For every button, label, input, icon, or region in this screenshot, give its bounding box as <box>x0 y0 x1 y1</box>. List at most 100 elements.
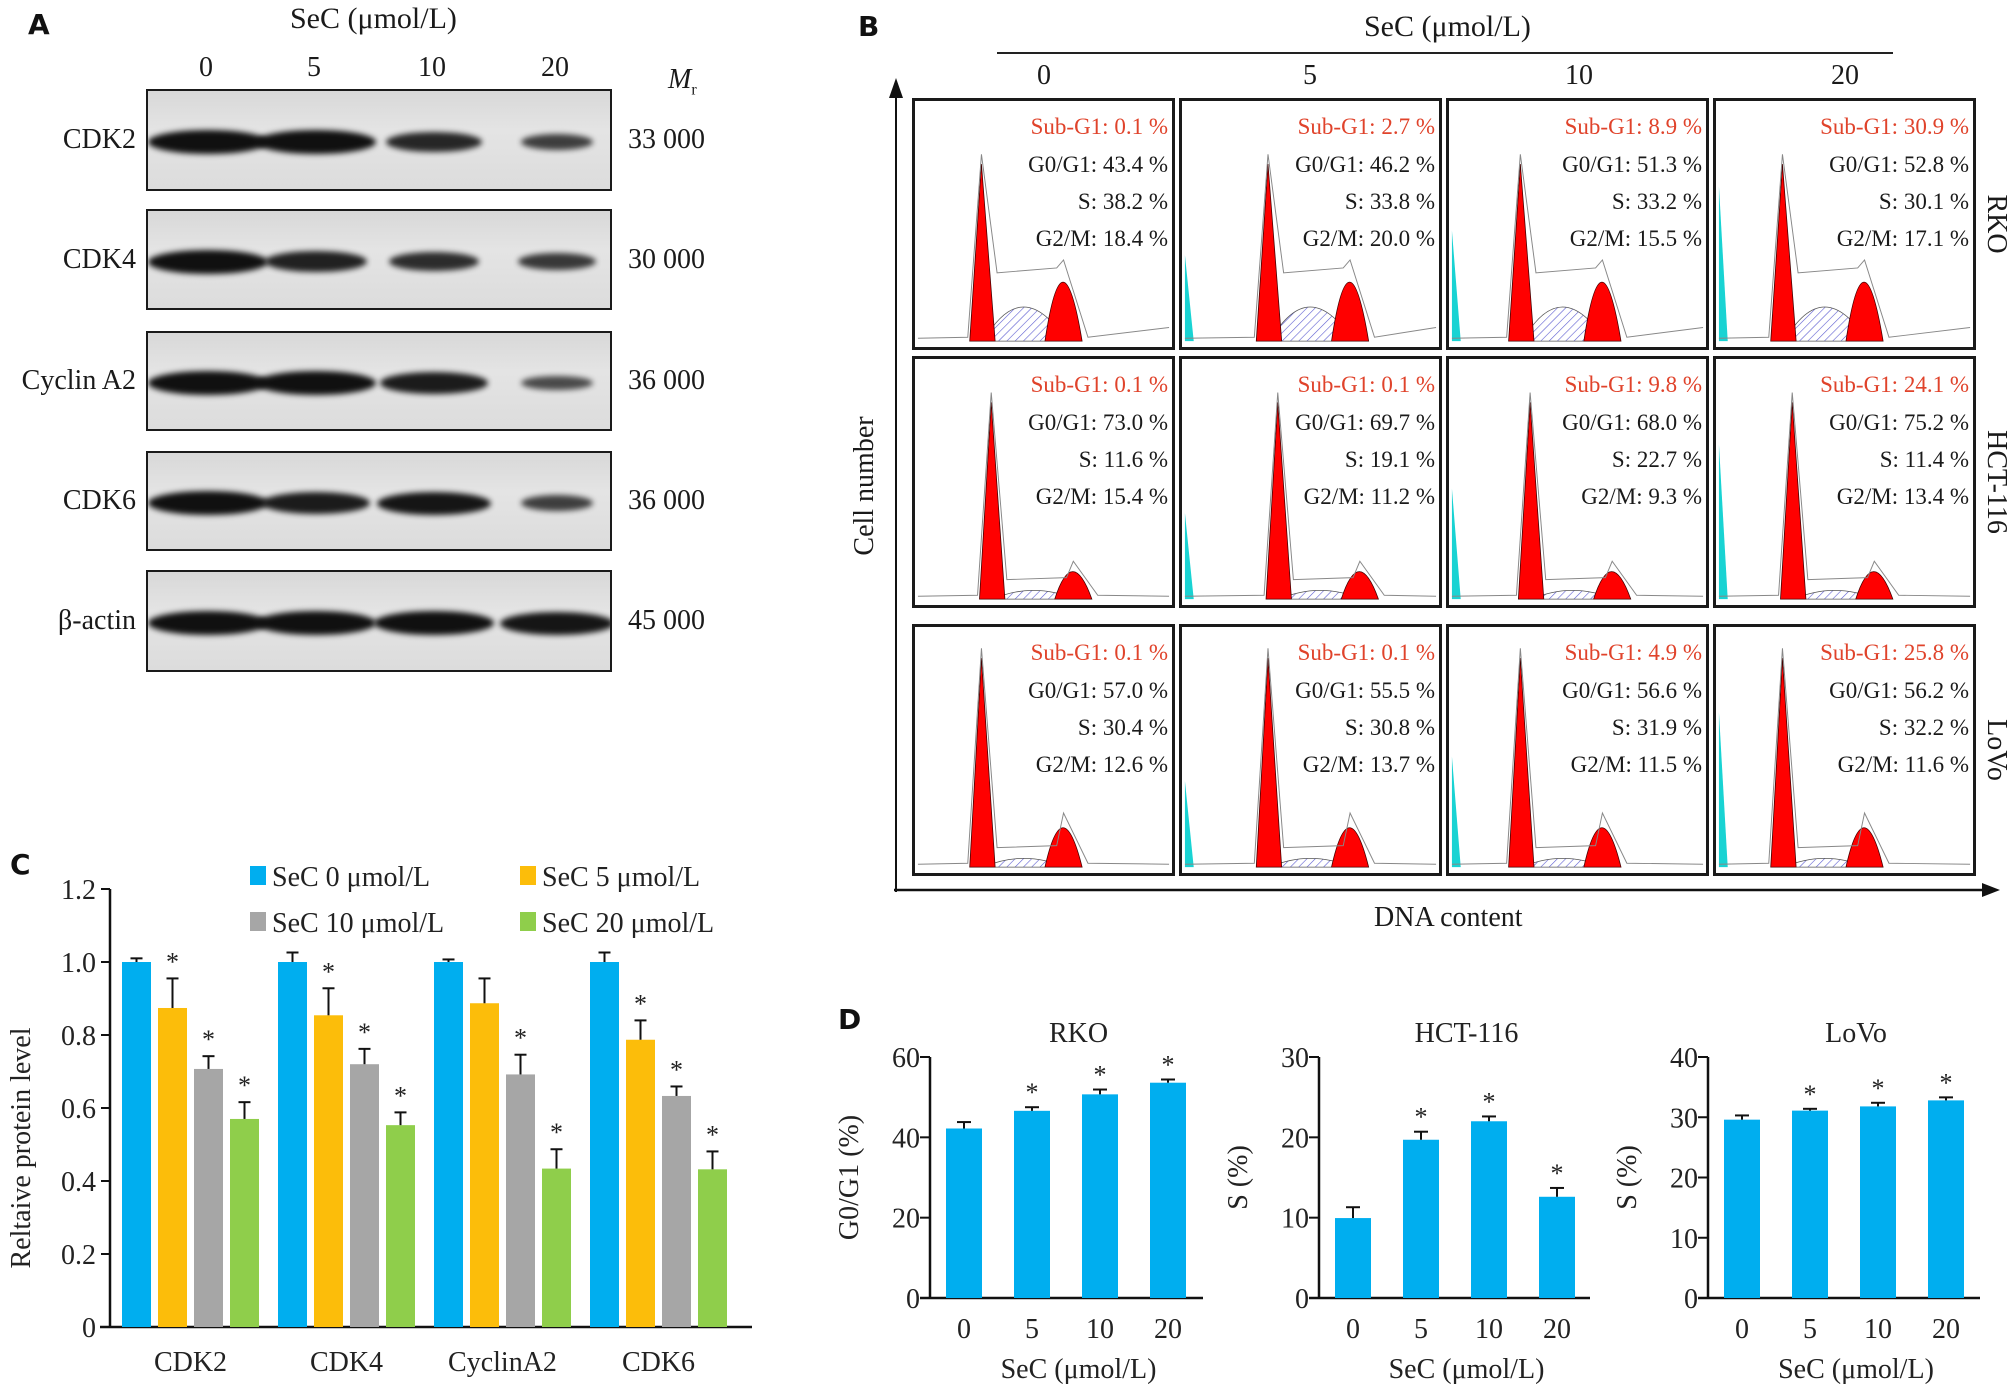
c-significance-marker: * <box>322 957 335 986</box>
d-chart-title: LoVo <box>1825 1018 1887 1049</box>
flow-stat-sub-g1: Sub-G1: 0.1 % <box>1030 640 1168 665</box>
flow-stat-sub-g1: Sub-G1: 0.1 % <box>1297 640 1435 665</box>
flow-stat-g0g1: G0/G1: 52.8 % <box>1829 152 1969 177</box>
flow-stat-g2m: G2/M: 9.3 % <box>1581 484 1702 509</box>
c-y-tick-label: 0.2 <box>61 1240 96 1271</box>
c-bar <box>698 1169 727 1327</box>
blot-band <box>256 611 376 635</box>
c-bar <box>662 1095 691 1327</box>
row-label-cell-line: RKO <box>1981 194 2012 254</box>
d-y-axis-label: G0/G1 (%) <box>834 1115 865 1240</box>
col-label-10: 10 <box>1565 60 1593 91</box>
lane-label-5: 5 <box>307 52 321 83</box>
d-bar <box>1539 1196 1575 1298</box>
blot-protein-label: β-actin <box>58 605 136 636</box>
flow-stat-sub-g1: Sub-G1: 4.9 % <box>1564 640 1702 665</box>
c-bar <box>590 962 619 1327</box>
d-significance-marker: * <box>1483 1087 1496 1116</box>
blot-band <box>148 611 268 635</box>
g1-peak <box>1255 163 1283 342</box>
histogram-plot <box>917 154 1170 342</box>
flow-stat-g0g1: G0/G1: 43.4 % <box>1028 152 1168 177</box>
d-x-tick-label: 5 <box>1414 1314 1428 1345</box>
x-axis-arrow-icon <box>1982 883 2000 897</box>
subg1-area <box>1184 255 1194 342</box>
flow-stat-s: S: 30.1 % <box>1878 189 1969 214</box>
blot-protein-label: CDK2 <box>62 124 136 155</box>
blot-band <box>265 251 367 272</box>
d-y-tick-label: 20 <box>1281 1123 1309 1154</box>
c-x-tick-label: CyclinA2 <box>448 1347 557 1378</box>
c-bar <box>314 1015 343 1327</box>
flow-stat-g0g1: G0/G1: 73.0 % <box>1028 410 1168 435</box>
histogram-trace <box>1451 648 1704 865</box>
d-x-tick-label: 20 <box>1543 1314 1571 1345</box>
histogram-plot <box>917 648 1170 868</box>
blot-band <box>521 376 593 390</box>
d-x-tick-label: 5 <box>1803 1314 1817 1345</box>
flow-stat-g2m: G2/M: 17.1 % <box>1836 226 1969 251</box>
c-legend-label: SeC 5 μmol/L <box>542 862 700 893</box>
c-y-tick-label: 1.0 <box>61 948 96 979</box>
flow-histogram: Sub-G1: 2.7 % G0/G1: 46.2 % S: 33.8 % G2/M:… <box>1179 98 1442 350</box>
lane-label-0: 0 <box>199 52 213 83</box>
c-y-tick-label: 0 <box>82 1313 96 1344</box>
d-x-tick-label: 0 <box>1346 1314 1360 1345</box>
blot-protein-label: Cyclin A2 <box>21 365 136 396</box>
g2-peak <box>1054 571 1093 600</box>
d-x-tick-label: 5 <box>1025 1314 1039 1345</box>
flow-stat-s: S: 32.2 % <box>1878 715 1969 740</box>
flow-stat-g0g1: G0/G1: 55.5 % <box>1295 678 1435 703</box>
blot-band <box>374 611 494 635</box>
panel-c-letter: C <box>10 848 31 881</box>
blot-mr-value: 30 000 <box>628 243 705 275</box>
g2-peak <box>1845 281 1884 342</box>
mr-label: Mr <box>668 64 697 100</box>
flow-histogram: Sub-G1: 25.8 % G0/G1: 56.2 % S: 32.2 % G2/M… <box>1713 624 1976 876</box>
flow-stat-g0g1: G0/G1: 56.2 % <box>1829 678 1969 703</box>
flow-stat-s: S: 38.2 % <box>1077 189 1168 214</box>
flow-stat-sub-g1: Sub-G1: 2.7 % <box>1297 114 1435 139</box>
d-significance-marker: * <box>1551 1159 1564 1188</box>
g2-peak <box>1583 827 1622 868</box>
protein-level-chart: 0 0.2 0.4 0.6 0.8 1.0 1.2 Reltaive protein leve… <box>6 862 752 1378</box>
lane-label-10: 10 <box>418 52 446 83</box>
c-bar <box>230 1118 259 1327</box>
histogram-plot <box>1451 154 1704 342</box>
g1-peak <box>1517 402 1545 600</box>
flow-histogram: Sub-G1: 30.9 % G0/G1: 52.8 % S: 30.1 % G2/M… <box>1713 98 1976 350</box>
flow-stat-g2m: G2/M: 15.4 % <box>1035 484 1168 509</box>
flow-stat-sub-g1: Sub-G1: 24.1 % <box>1820 372 1969 397</box>
flow-stat-g0g1: G0/G1: 75.2 % <box>1829 410 1969 435</box>
d-bar <box>1150 1082 1186 1298</box>
g2-peak <box>1583 281 1622 342</box>
flow-stat-g2m: G2/M: 13.7 % <box>1302 752 1435 777</box>
d-bar <box>1724 1119 1760 1298</box>
flow-stat-sub-g1: Sub-G1: 25.8 % <box>1820 640 1969 665</box>
c-significance-marker: * <box>634 989 647 1018</box>
flow-stat-sub-g1: Sub-G1: 9.8 % <box>1564 372 1702 397</box>
flow-stat-g0g1: G0/G1: 57.0 % <box>1028 678 1168 703</box>
histogram-plot <box>917 392 1170 600</box>
panel-a-treatment-label: SeC (μmol/L) <box>290 2 457 35</box>
mr-label-text: M <box>668 64 692 95</box>
col-label-0: 0 <box>1037 60 1051 91</box>
d-significance-marker: * <box>1026 1078 1039 1107</box>
flow-stat-sub-g1: Sub-G1: 0.1 % <box>1297 372 1435 397</box>
flow-histogram: Sub-G1: 24.1 % G0/G1: 75.2 % S: 11.4 % G2/M… <box>1713 356 1976 608</box>
d-x-tick-label: 10 <box>1086 1314 1114 1345</box>
blot-strip-0 <box>146 89 612 191</box>
blot-band <box>521 495 593 511</box>
flow-histogram: Sub-G1: 0.1 % G0/G1: 55.5 % S: 30.8 % G2/M:… <box>1179 624 1442 876</box>
blot-band <box>148 491 268 515</box>
g2-peak <box>1845 827 1884 868</box>
d-y-tick-label: 40 <box>1670 1043 1698 1074</box>
flow-stat-s: S: 11.6 % <box>1078 447 1168 472</box>
hct116-s-phase-chart: 0 10 20 30 S (%) HCT-116 0 * 5 * 10 * 20 SeC (μmol/L) <box>1223 1018 1590 1384</box>
c-significance-marker: * <box>238 1071 251 1100</box>
d-y-tick-label: 10 <box>1281 1204 1309 1235</box>
flow-stat-s: S: 33.2 % <box>1611 189 1702 214</box>
blot-protein-label: CDK6 <box>62 485 136 516</box>
histogram-trace <box>917 392 1170 597</box>
blot-band <box>256 130 376 154</box>
